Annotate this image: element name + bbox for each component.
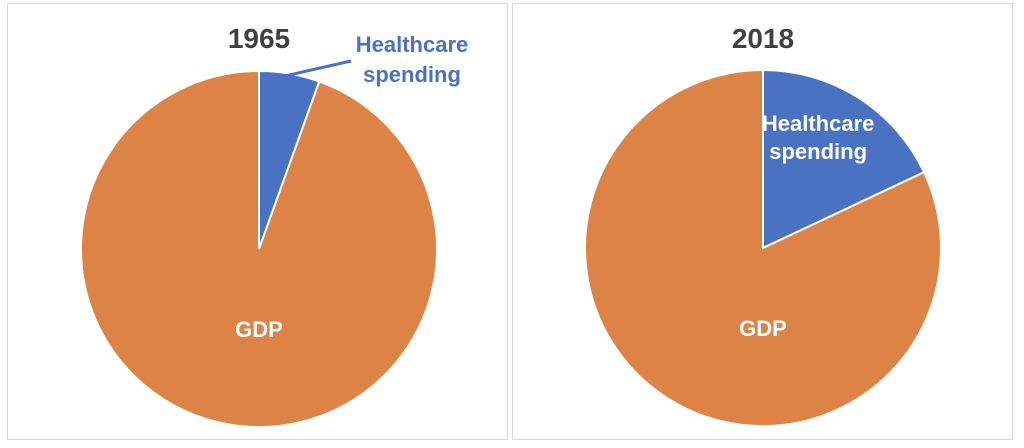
- chart-panel-1965: 1965 GDP Healthcare spending: [7, 3, 508, 440]
- healthcare-label-line: Healthcare: [762, 111, 875, 136]
- chart-title: 1965: [228, 23, 290, 54]
- slice-gdp-1965: [80, 69, 438, 428]
- slice-healthcare-2018: [762, 68, 926, 250]
- chart-title: 2018: [732, 23, 794, 54]
- slice-gdp-2018: [584, 68, 942, 427]
- gdp-label: GDP: [235, 317, 283, 342]
- pie-chart-2018: 2018 GDP Healthcare spending: [584, 23, 942, 427]
- gdp-label: GDP: [739, 316, 787, 341]
- pie-chart-1965: 1965 GDP Healthcare spending: [80, 23, 469, 428]
- healthcare-leader-line: [284, 59, 352, 78]
- healthcare-label-line: spending: [363, 62, 461, 87]
- healthcare-label-line: Healthcare: [356, 32, 469, 57]
- healthcare-label-line: spending: [769, 139, 867, 164]
- chart-panel-2018: 2018 GDP Healthcare spending: [512, 3, 1013, 440]
